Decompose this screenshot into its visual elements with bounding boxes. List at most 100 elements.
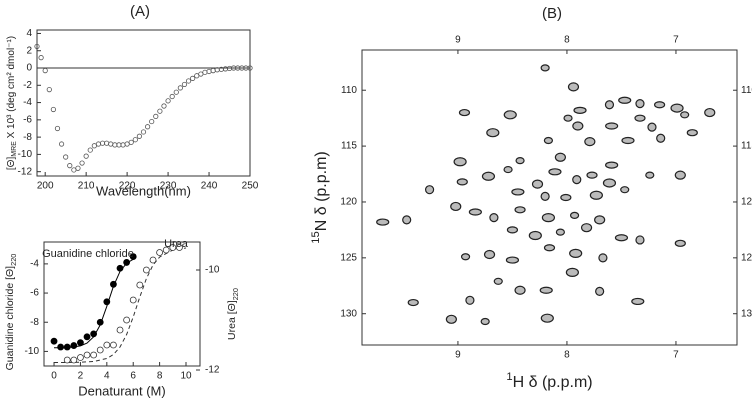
peak: [458, 108, 471, 117]
y-tick-label: -2: [23, 80, 32, 91]
x-tick-label: 250: [242, 181, 259, 192]
x-tick-label: 9: [455, 35, 461, 46]
x-tick-label: 8: [564, 35, 570, 46]
peak: [560, 193, 572, 202]
panel-label: (A): [130, 3, 150, 20]
peak: [407, 298, 419, 307]
y-tick-label: -6: [23, 114, 32, 125]
data-point: [77, 354, 84, 361]
peak: [460, 253, 471, 261]
peak: [555, 228, 566, 236]
y-tick-label: 120: [340, 197, 357, 208]
peak: [573, 106, 587, 114]
y-axis-title-part: 220: [9, 254, 18, 266]
x-tick-label: 8: [157, 371, 163, 382]
data-point: [162, 246, 170, 254]
peak: [480, 317, 490, 326]
data-point: [79, 160, 85, 166]
x-tick-label: 220: [119, 181, 136, 192]
y2-axis-title-part: Urea [Θ]: [226, 300, 238, 340]
y-tick-label: 4: [26, 28, 32, 39]
data-point: [63, 343, 71, 351]
data-point: [103, 341, 111, 349]
data-point: [95, 141, 102, 147]
plot-frame: [36, 29, 251, 177]
peak: [635, 99, 645, 109]
x-tick-label: 7: [673, 350, 679, 361]
x-tick-label: 200: [37, 181, 54, 192]
peak: [563, 114, 573, 122]
data-point: [34, 43, 40, 50]
data-point: [177, 85, 183, 91]
y-tick-label: 115: [741, 141, 752, 152]
y2-axis-title-part: 220: [231, 288, 240, 300]
data-point: [181, 81, 188, 88]
y-tick-label: 2: [26, 45, 32, 56]
x-tick-label: 2: [78, 371, 84, 382]
peak: [580, 223, 593, 233]
peak: [456, 178, 468, 186]
y2-axis-title: Urea [Θ]220: [226, 288, 241, 340]
peak: [548, 168, 562, 176]
y-tick-label: -8: [30, 317, 39, 328]
peak: [686, 129, 698, 137]
y-tick-label: 125: [340, 252, 357, 263]
peak: [528, 230, 542, 241]
plot-frame: [43, 241, 201, 367]
y-axis-title-part: Guanidine chloride [Θ]: [4, 266, 16, 371]
y-tick-label: -10: [205, 265, 220, 276]
data-point: [123, 259, 131, 266]
data-point: [63, 356, 71, 364]
y-tick-label: 125: [741, 252, 752, 263]
data-point: [50, 106, 56, 113]
y-tick-label: 130: [741, 308, 752, 319]
x-tick-label: 10: [180, 371, 192, 382]
peak: [604, 100, 615, 110]
peak: [631, 297, 645, 306]
peak: [598, 253, 608, 263]
data-point: [57, 343, 65, 351]
fit-line: [54, 247, 187, 363]
data-point: [128, 139, 134, 145]
peak: [541, 213, 556, 223]
peak: [589, 190, 603, 200]
peak: [489, 213, 499, 223]
peak: [481, 171, 496, 181]
x-axis-title: Denaturant (M): [78, 383, 165, 398]
data-point: [169, 93, 175, 100]
y-axis-title-part: [Θ]: [6, 157, 17, 171]
peak: [514, 285, 526, 295]
peak: [540, 191, 550, 201]
y-tick-label: -8: [23, 132, 32, 143]
data-point: [110, 341, 117, 349]
data-point: [83, 333, 91, 341]
peak: [539, 286, 553, 294]
peak: [572, 175, 582, 185]
peak: [540, 64, 550, 72]
data-point: [185, 78, 192, 84]
data-point: [176, 244, 183, 251]
data-point: [129, 296, 137, 304]
data-point: [206, 68, 212, 75]
y-tick-label: -12: [18, 166, 33, 177]
peak: [635, 235, 645, 245]
x-tick-label: 4: [104, 371, 110, 382]
peak: [565, 267, 579, 277]
y-axis-title-part: 15: [310, 231, 322, 243]
y-tick-label: 120: [741, 197, 752, 208]
y-tick-label: 110: [741, 85, 752, 96]
panel-label: (B): [542, 5, 562, 22]
data-point: [116, 326, 124, 334]
y-tick-label: 110: [341, 85, 357, 96]
peak: [503, 110, 517, 120]
data-point: [38, 55, 44, 61]
data-point: [247, 65, 253, 71]
x-tick-label: 210: [78, 181, 95, 192]
data-point: [70, 356, 78, 364]
data-point: [83, 153, 89, 159]
data-point: [50, 337, 58, 345]
peak: [543, 244, 556, 252]
peak: [605, 122, 619, 130]
data-point: [103, 298, 111, 306]
y-tick-label: -10: [18, 149, 33, 160]
